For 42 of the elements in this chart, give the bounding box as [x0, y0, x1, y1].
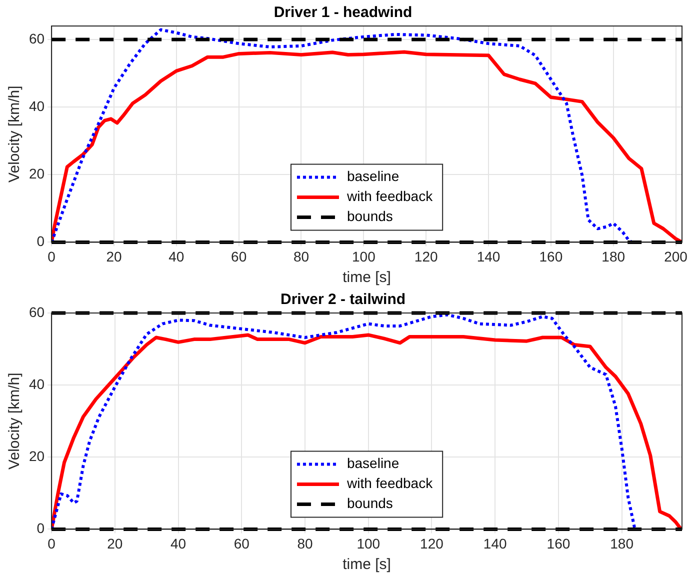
x-tick-label: 160 [539, 248, 563, 264]
x-tick-label: 20 [106, 248, 122, 264]
x-tick-label: 60 [231, 248, 247, 264]
x-tick-label: 140 [476, 248, 500, 264]
y-tick-label: 20 [28, 448, 45, 464]
x-axis-title: time [s] [342, 269, 391, 286]
x-tick-label: 140 [483, 535, 507, 552]
x-tick-label: 120 [414, 248, 438, 264]
x-tick-label: 180 [602, 248, 626, 264]
legend-label: with feedback [346, 475, 434, 492]
y-tick-label: 60 [28, 30, 45, 46]
chart-title: Driver 1 - headwind [274, 4, 412, 22]
y-tick-label: 40 [28, 98, 45, 114]
legend-label: bounds [346, 208, 393, 224]
x-tick-label: 180 [610, 535, 634, 552]
legend-label: baseline [346, 168, 400, 184]
chart-title: Driver 2 - tailwind [280, 291, 406, 308]
x-tick-label: 100 [356, 535, 380, 552]
y-tick-label: 40 [28, 376, 45, 392]
x-tick-label: 20 [107, 535, 123, 552]
x-tick-label: 80 [293, 248, 310, 264]
x-tick-label: 40 [170, 535, 186, 552]
x-tick-label: 120 [420, 535, 444, 552]
x-tick-label: 0 [48, 248, 56, 264]
legend-label: bounds [346, 495, 393, 512]
y-tick-label: 0 [36, 233, 45, 250]
x-tick-label: 200 [664, 248, 688, 264]
x-tick-label: 80 [297, 535, 314, 552]
legend-label: baseline [346, 455, 400, 472]
x-tick-label: 60 [234, 535, 250, 552]
x-axis-title: time [s] [342, 556, 391, 574]
x-tick-label: 160 [546, 535, 570, 552]
y-axis-title: Velocity [km/h] [6, 86, 24, 182]
x-tick-label: 0 [48, 535, 56, 552]
y-tick-label: 60 [28, 304, 45, 320]
y-tick-label: 0 [36, 520, 45, 536]
y-axis-title: Velocity [km/h] [6, 372, 24, 470]
legend-label: with feedback [346, 188, 434, 204]
x-tick-label: 100 [352, 248, 376, 264]
y-tick-label: 20 [28, 165, 45, 182]
line-series [52, 28, 634, 242]
x-tick-label: 40 [168, 248, 184, 264]
